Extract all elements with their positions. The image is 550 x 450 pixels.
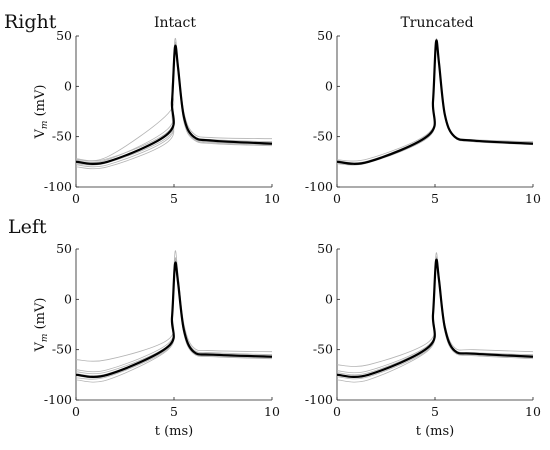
mean-trace-line bbox=[336, 258, 534, 378]
column-title-intact: Intact bbox=[154, 15, 196, 31]
mean-trace-line bbox=[75, 44, 273, 165]
mean-trace-line bbox=[336, 39, 534, 165]
y-tick-label: 0 bbox=[64, 291, 72, 306]
column-title-truncated: Truncated bbox=[400, 15, 473, 31]
y-tick-label: -100 bbox=[305, 392, 333, 407]
trial-trace-line bbox=[75, 37, 273, 162]
x-tick-label: 10 bbox=[525, 404, 541, 419]
mean-trace-line bbox=[75, 261, 273, 378]
y-tick-label: -100 bbox=[44, 179, 72, 194]
y-tick-label: 0 bbox=[325, 291, 333, 306]
y-tick-label: -50 bbox=[313, 129, 333, 144]
x-tick-label: 10 bbox=[264, 404, 280, 419]
x-tick-label: 10 bbox=[264, 191, 280, 206]
x-axis-label: t (ms) bbox=[416, 424, 455, 439]
y-tick-label: -100 bbox=[44, 392, 72, 407]
y-tick-label: 50 bbox=[317, 241, 333, 256]
x-tick-label: 5 bbox=[431, 191, 439, 206]
y-tick-label: 50 bbox=[56, 241, 72, 256]
trial-trace-line bbox=[75, 250, 273, 362]
y-tick-label: 0 bbox=[325, 78, 333, 93]
x-tick-label: 5 bbox=[431, 404, 439, 419]
x-tick-label: 5 bbox=[170, 404, 178, 419]
x-tick-label: 0 bbox=[333, 404, 341, 419]
x-tick-label: 10 bbox=[525, 191, 541, 206]
y-axis-label: Vm (mV) bbox=[33, 298, 50, 353]
y-tick-label: -50 bbox=[52, 129, 72, 144]
trial-trace-line bbox=[336, 252, 534, 367]
y-tick-label: 50 bbox=[317, 28, 333, 43]
x-tick-label: 0 bbox=[333, 191, 341, 206]
y-tick-label: -50 bbox=[52, 342, 72, 357]
x-axis-label: t (ms) bbox=[155, 424, 194, 439]
y-tick-label: -100 bbox=[305, 179, 333, 194]
y-tick-label: -50 bbox=[313, 342, 333, 357]
row-title-right: Right bbox=[4, 11, 57, 33]
y-tick-label: 50 bbox=[56, 28, 72, 43]
x-tick-label: 5 bbox=[170, 191, 178, 206]
x-tick-label: 0 bbox=[72, 404, 80, 419]
y-axis-label: Vm (mV) bbox=[33, 85, 50, 140]
y-tick-label: 0 bbox=[64, 78, 72, 93]
row-title-left: Left bbox=[8, 216, 47, 238]
x-tick-label: 0 bbox=[72, 191, 80, 206]
